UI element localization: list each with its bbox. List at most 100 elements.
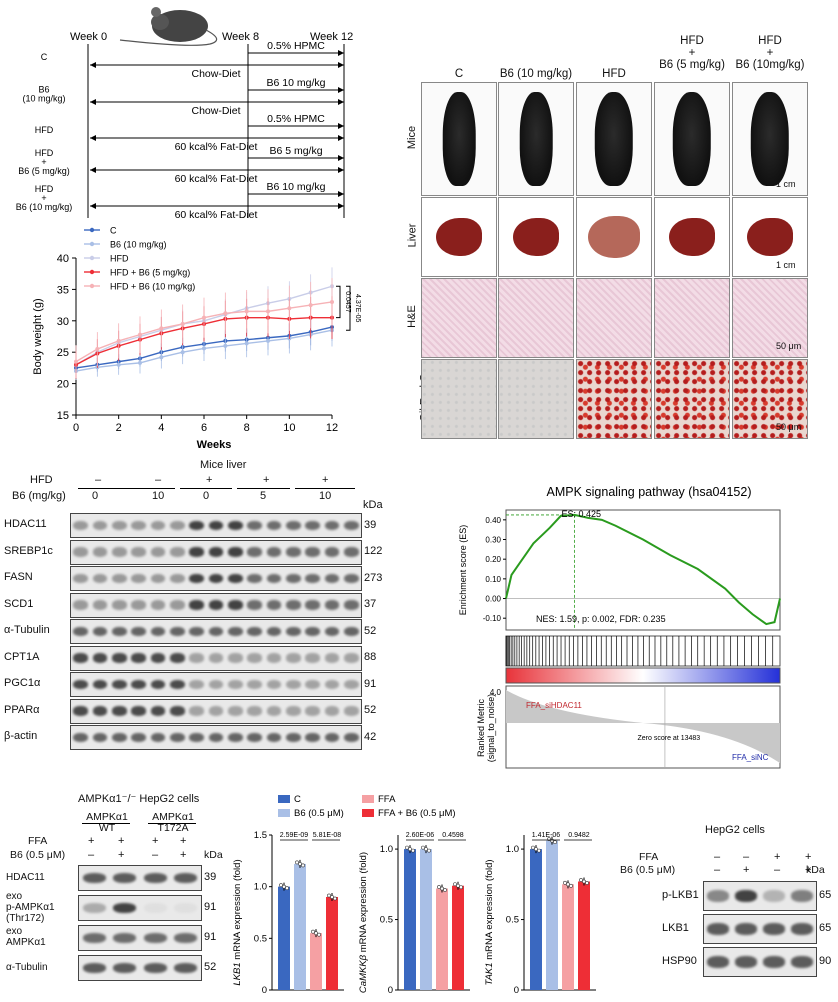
row-label: H&E (405, 305, 418, 328)
treatment-label: 0.5% HPMC (267, 113, 325, 125)
hfd-sign: + (322, 474, 329, 486)
b6-sign: – (774, 864, 781, 876)
b6-dose: 0 (203, 490, 210, 502)
y-tick-label: 0.30 (485, 536, 501, 545)
band-label: α-Tubulin (4, 624, 50, 636)
legend-entry: C (294, 794, 301, 805)
blot-strip (78, 955, 202, 981)
bar (436, 888, 448, 990)
western-blot-ampk: AMPKα1⁻/⁻ HepG2 cells AMPKα1 WT AMPKα1 T17… (0, 790, 232, 1000)
treatment-label: B6 5 mg/kg (269, 145, 322, 157)
kda-value: 52 (364, 624, 377, 637)
data-point (116, 362, 121, 367)
blot-strip (78, 895, 202, 921)
treatment-label: 0.5% HPMC (267, 40, 325, 52)
he-stain-image (654, 278, 730, 358)
blot-strip (703, 881, 817, 911)
blot-strip (703, 914, 817, 944)
p-value-label: 0.0457 (344, 291, 351, 313)
data-point (223, 343, 228, 348)
column-header: HFD (602, 68, 626, 80)
blot-title: AMPKα1⁻/⁻ HepG2 cells (78, 793, 200, 805)
oil-red-o-image (421, 359, 497, 439)
blot-strip (70, 645, 362, 671)
oil-red-o-image (576, 359, 652, 439)
liver-photo (576, 197, 652, 277)
kda-value: 52 (364, 704, 377, 716)
legend-entry: B6 (0.5 μM) (294, 808, 344, 819)
band-label: HDAC11 (6, 871, 45, 883)
y-axis-label: Body weight (g) (32, 298, 44, 374)
y-tick-label: 0 (388, 985, 393, 996)
band-label: HSP90 (662, 954, 697, 967)
y-tick-label: 30 (57, 316, 69, 328)
kda-header: kDa (204, 849, 223, 861)
week12-label: Week 12 (310, 31, 353, 43)
blot-strip (78, 865, 202, 891)
timeline-group-label: C (41, 52, 48, 62)
band-label: FASN (4, 571, 33, 583)
b6-dose: 10 (319, 490, 332, 502)
hfd-sign: – (155, 474, 162, 486)
y-tick-label: 25 (57, 347, 69, 359)
data-point (159, 326, 164, 331)
scale-bar-label: 1 cm (776, 179, 796, 189)
b6-sign: – (714, 864, 721, 876)
data-point (138, 360, 142, 365)
blot-strip (70, 592, 362, 618)
y-axis-label: CaMKKβ mRNA expression (fold) (358, 852, 369, 993)
scale-bar-label: 50 μm (776, 422, 802, 432)
column-header: C (454, 68, 464, 80)
band-label: LKB1 (662, 921, 689, 934)
column-header: B6 (10 mg/kg) (499, 68, 573, 80)
oil-red-o-image (732, 359, 808, 439)
data-point (223, 311, 228, 316)
y-tick-label: 20 (57, 379, 69, 391)
data-point (95, 347, 100, 352)
kda-value: 90 (819, 955, 832, 967)
x-axis-label: Weeks (197, 439, 232, 451)
treatment-label: B6 10 mg/kg (267, 77, 326, 89)
b6-dose: 0 (92, 490, 99, 502)
he-stain-image (732, 278, 808, 358)
p-value-label: 1.41E-06 (532, 832, 561, 839)
ranked-metric-area (506, 690, 780, 763)
body-weight-chart: 15 20 25 30 35 40 0 2 4 6 8 10 12 Weeks Body weight (g… (32, 226, 361, 452)
mouse-photo (732, 82, 808, 196)
y-tick-label: 0 (262, 985, 267, 996)
data-point (308, 303, 313, 308)
blot-title: HepG2 cells (705, 824, 765, 836)
b6-row-label: B6 (0.5 μM) (10, 849, 66, 861)
bar (420, 849, 432, 990)
column-header: HFD + B6 (5 mg/kg) (659, 35, 725, 71)
mouse-photo (498, 82, 574, 196)
bar (278, 886, 290, 990)
legend-entry: HFD + B6 (5 mg/kg) (110, 268, 190, 278)
y-tick-label: 0.20 (485, 555, 501, 564)
bar (578, 881, 590, 990)
b6-sign: + (805, 864, 812, 876)
bar (452, 885, 464, 990)
b6-dose: 5 (260, 490, 267, 502)
qpcr-bar-charts: C FFA B6 (0.5 μM) FFA + B6 (0.5 μM) 0 0.5 1.0 1… (232, 794, 596, 996)
band-label: α-Tubulin (6, 961, 48, 973)
hfd-sign: + (263, 474, 270, 486)
ffa-row-label: FFA (28, 835, 48, 847)
b6-row-label: B6 (mg/kg) (12, 490, 66, 502)
kda-value: 65 (819, 889, 832, 901)
mouse-icon (119, 7, 218, 46)
kda-value: 37 (364, 598, 377, 610)
data-point (244, 341, 249, 346)
diet-label: 60 kcal% Fat-Diet (175, 209, 258, 221)
data-point (330, 299, 334, 304)
kda-value: 91 (204, 931, 217, 943)
blot-strip (70, 698, 362, 724)
legend-entry: HFD + B6 (10 mg/kg) (110, 282, 195, 292)
p-value-label: 2.59E-09 (280, 832, 309, 839)
y-tick-label: 1.0 (380, 844, 393, 855)
y-tick-label: 35 (57, 284, 69, 296)
mouse-photo (421, 82, 497, 196)
hfd-row-label: HFD (30, 474, 53, 486)
group-label: AMPKα1 WT (86, 811, 128, 834)
y-axis-label: Enrichment score (ES) (458, 525, 468, 616)
